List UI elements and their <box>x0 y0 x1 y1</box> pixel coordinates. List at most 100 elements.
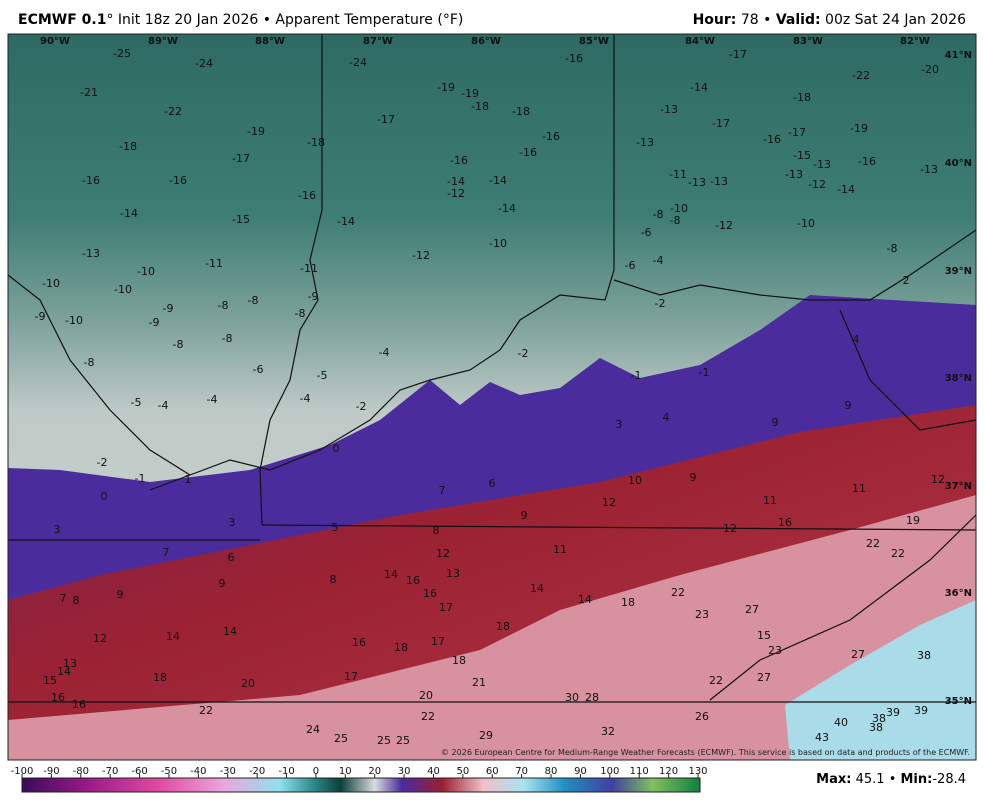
colorbar-label: 10 <box>339 766 352 777</box>
temperature-value: -8 <box>653 208 664 221</box>
temperature-value: -22 <box>852 69 870 82</box>
temperature-value: 20 <box>241 677 255 690</box>
temperature-value: -10 <box>65 314 83 327</box>
longitude-label: 83°W <box>793 36 823 47</box>
temperature-value: -16 <box>450 154 468 167</box>
temperature-value: -17 <box>788 126 806 139</box>
hour-label: Hour: <box>692 12 737 28</box>
colorbar-label: 60 <box>486 766 499 777</box>
temperature-value: -15 <box>232 213 250 226</box>
colorbar-label: -30 <box>220 766 236 777</box>
temperature-value: -10 <box>137 265 155 278</box>
temperature-value: 12 <box>723 522 737 535</box>
latitude-label: 36°N <box>945 588 972 599</box>
colorbar-label: -90 <box>43 766 59 777</box>
temperature-value: 11 <box>852 482 866 495</box>
title: ECMWF 0.1° Init 18z 20 Jan 2026 • Appare… <box>18 12 463 28</box>
temperature-value: -16 <box>169 174 187 187</box>
temperature-value: -20 <box>921 63 939 76</box>
temperature-value: -14 <box>690 81 708 94</box>
temperature-value: 14 <box>530 582 544 595</box>
longitude-label: 84°W <box>685 36 715 47</box>
min: -28.4 <box>932 772 966 787</box>
colorbar-label: -20 <box>249 766 265 777</box>
temperature-value: 29 <box>479 729 493 742</box>
sep: • <box>763 12 772 28</box>
temperature-value: 14 <box>384 568 398 581</box>
temperature-value: 23 <box>695 608 709 621</box>
temperature-value: -2 <box>655 297 666 310</box>
border <box>8 524 977 541</box>
temperature-value: 7 <box>60 592 67 605</box>
temperature-value: -18 <box>119 140 137 153</box>
temperature-value: 11 <box>763 494 777 507</box>
temperature-value: -14 <box>337 215 355 228</box>
temperature-value: 13 <box>63 657 77 670</box>
temperature-value: -14 <box>120 207 138 220</box>
temperature-value: 12 <box>602 496 616 509</box>
temperature-value: -4 <box>207 393 218 406</box>
border <box>149 34 615 491</box>
longitude-label: 82°W <box>900 36 930 47</box>
temperature-value: -8 <box>670 214 681 227</box>
temperature-value: 16 <box>352 636 366 649</box>
temperature-value: -1 <box>699 366 710 379</box>
temperature-value: 18 <box>496 620 510 633</box>
temperature-value: -15 <box>793 149 811 162</box>
temperature-value: 6 <box>228 551 235 564</box>
temperature-value: -8 <box>173 338 184 351</box>
temperature-value: -19 <box>437 81 455 94</box>
temperature-value: -9 <box>163 302 174 315</box>
temperature-value: -13 <box>710 175 728 188</box>
longitude-label: 86°W <box>471 36 501 47</box>
temperature-value: -17 <box>232 152 250 165</box>
longitude-label: 90°W <box>40 36 70 47</box>
border <box>259 34 323 526</box>
temperature-value: 27 <box>851 648 865 661</box>
temperature-value: 22 <box>709 674 723 687</box>
temperature-value: -13 <box>785 168 803 181</box>
title-text: ° Init 18z 20 Jan 2026 • Apparent Temper… <box>106 12 464 28</box>
temperature-value: -16 <box>565 52 583 65</box>
temperature-value: 3 <box>54 523 61 536</box>
temperature-value: 23 <box>768 644 782 657</box>
temperature-value: -18 <box>307 136 325 149</box>
temperature-value: -11 <box>300 262 318 275</box>
model: ECMWF 0.1 <box>18 12 107 28</box>
temperature-value: -16 <box>298 189 316 202</box>
temperature-value: -16 <box>542 130 560 143</box>
temperature-value: -9 <box>35 310 46 323</box>
temperature-value: 5 <box>332 521 339 534</box>
temperature-value: -9 <box>308 290 319 303</box>
header: ECMWF 0.1° Init 18z 20 Jan 2026 • Appare… <box>0 0 984 34</box>
temperature-value: -8 <box>222 332 233 345</box>
temperature-value: -10 <box>670 202 688 215</box>
colorbar-label: 100 <box>600 766 619 777</box>
temperature-value: 38 <box>872 712 886 725</box>
temperature-value: -17 <box>712 117 730 130</box>
temperature-value: -16 <box>858 155 876 168</box>
border <box>709 514 977 701</box>
colorbar-label: -60 <box>131 766 147 777</box>
colorbar-label: 20 <box>368 766 381 777</box>
temperature-value: 9 <box>219 577 226 590</box>
temperature-value: 43 <box>815 731 829 744</box>
latitude-label: 38°N <box>945 373 972 384</box>
latitude-label: 39°N <box>945 266 972 277</box>
temperature-value: 24 <box>306 723 320 736</box>
colorbar <box>21 777 701 793</box>
temperature-value: 9 <box>690 471 697 484</box>
temperature-value: 19 <box>906 514 920 527</box>
colorbar-label: -80 <box>73 766 89 777</box>
temperature-value: 15 <box>757 629 771 642</box>
temperature-value: -1 <box>631 369 642 382</box>
temperature-value: 40 <box>834 716 848 729</box>
temperature-value: 27 <box>757 671 771 684</box>
temperature-value: -14 <box>498 202 516 215</box>
temperature-value: -13 <box>920 163 938 176</box>
temperature-value: -16 <box>519 146 537 159</box>
temperature-value: -8 <box>887 242 898 255</box>
temperature-value: 17 <box>344 670 358 683</box>
